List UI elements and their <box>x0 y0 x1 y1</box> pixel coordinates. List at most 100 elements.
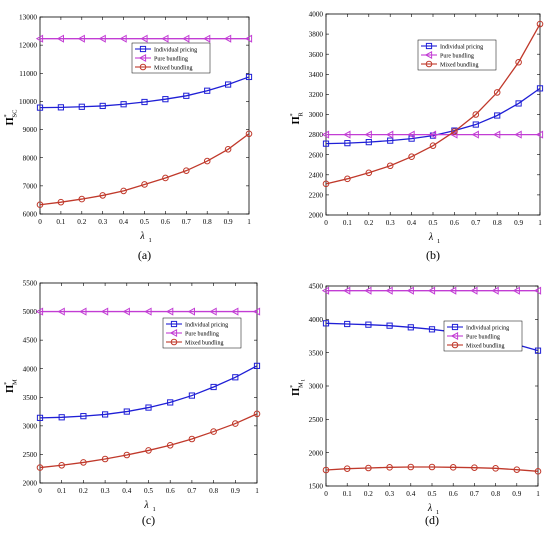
data-point <box>515 58 522 66</box>
data-point <box>344 140 351 147</box>
data-point <box>119 34 127 43</box>
series-individual-pricing <box>36 73 253 111</box>
x-tick-label: 0.5 <box>140 218 149 226</box>
x-tick-label: 0 <box>38 487 42 495</box>
data-point <box>343 465 351 472</box>
x-tick-label: 0.4 <box>122 487 131 495</box>
y-axis-label-superscript: * <box>3 382 10 385</box>
data-point <box>183 92 190 99</box>
data-point <box>224 145 232 153</box>
data-point <box>342 286 351 295</box>
x-axis-label: λ <box>428 232 434 243</box>
y-axis-label-superscript: * <box>3 114 10 117</box>
data-point <box>244 34 253 43</box>
legend-marker <box>425 60 433 68</box>
y-tick-label: 12000 <box>19 42 37 50</box>
series-line <box>325 466 539 472</box>
x-tick-label: 0.8 <box>203 218 212 226</box>
series-pure-bundling <box>35 34 253 43</box>
y-axis-label: Π* M <box>3 379 19 393</box>
data-point <box>344 175 351 183</box>
y-axis-label-symbol: Π <box>5 385 16 393</box>
x-tick-label: 0.8 <box>209 487 218 495</box>
x-tick-label: 1 <box>247 218 251 226</box>
y-axis-label-symbol: Π <box>291 116 302 124</box>
data-point <box>385 130 394 139</box>
x-tick-label: 0.3 <box>98 218 107 226</box>
legend-marker <box>424 50 433 60</box>
x-tick-label: 0.4 <box>406 490 415 498</box>
y-axis-label-subscript: R <box>298 112 305 117</box>
x-tick-label: 0.7 <box>470 490 479 498</box>
y-tick-label: 3000 <box>309 383 324 391</box>
x-tick-label: 0.5 <box>428 490 437 498</box>
y-tick-label: 3500 <box>23 394 38 402</box>
data-point <box>141 181 148 188</box>
legend-label: Individual pricing <box>466 325 509 331</box>
x-tick-label: 0.3 <box>385 490 394 498</box>
data-point <box>407 130 415 139</box>
chart-panel: 2000 2500 3000 3500 4000 4500 5000 5500 0 0.1 0.2 0… <box>3 280 261 527</box>
y-tick-label: 3500 <box>309 349 324 357</box>
panel-label: (d) <box>425 513 439 527</box>
y-tick-label: 3000 <box>23 422 38 430</box>
x-tick-label: 0.9 <box>512 490 521 498</box>
data-point <box>534 347 542 354</box>
data-point <box>36 464 44 471</box>
chart-panel: 1500 2000 2500 3000 3500 4000 4500 0 0.1 0.2 0.3 0.… <box>289 283 542 527</box>
y-axis-label-subscript: SC <box>12 110 19 118</box>
data-point <box>321 130 330 139</box>
x-tick-label: 0.2 <box>364 490 373 498</box>
data-point <box>35 34 44 43</box>
data-point <box>448 286 457 295</box>
data-point <box>202 34 211 43</box>
data-point <box>57 104 64 111</box>
data-point <box>231 307 239 316</box>
data-point <box>123 451 131 459</box>
legend-label: Mixed bundling <box>185 340 224 346</box>
series-line <box>39 133 250 206</box>
data-point <box>99 192 106 199</box>
data-point <box>471 130 479 139</box>
legend-marker <box>169 328 178 338</box>
data-point <box>322 466 330 474</box>
y-tick-label: 2000 <box>309 212 324 220</box>
data-point <box>187 307 195 316</box>
data-point <box>204 87 211 94</box>
x-tick-label: 0.2 <box>364 219 373 227</box>
series-line <box>39 76 250 109</box>
data-point <box>210 428 217 435</box>
y-tick-label: 1500 <box>309 483 324 491</box>
x-tick-label: 1 <box>255 487 259 495</box>
x-tick-label: 0.4 <box>407 219 416 227</box>
legend-label: Mixed bundling <box>440 62 479 68</box>
chart-panel: 6000 7000 8000 9000 10000 11000 12000 13000 0 0.1… <box>3 14 253 262</box>
data-point <box>101 455 109 463</box>
data-point <box>252 307 261 316</box>
y-tick-label: 2000 <box>23 480 38 488</box>
data-point <box>203 157 211 165</box>
data-point <box>80 413 87 420</box>
legend-label: Pure bundling <box>185 331 219 337</box>
data-point <box>140 34 148 43</box>
series-mixed-bundling <box>36 410 261 471</box>
data-point <box>100 307 109 316</box>
series-mixed-bundling <box>322 20 544 188</box>
y-tick-label: 2000 <box>309 449 324 457</box>
data-point <box>364 286 372 295</box>
data-point <box>145 447 152 454</box>
data-point <box>253 410 261 418</box>
data-point <box>512 286 520 295</box>
data-point <box>183 167 190 174</box>
data-point <box>166 441 174 449</box>
data-point <box>56 34 64 43</box>
data-point <box>428 130 437 139</box>
data-point <box>386 162 394 170</box>
x-tick-label: 0.9 <box>231 487 240 495</box>
data-point <box>472 111 480 118</box>
data-point <box>407 324 414 331</box>
y-tick-label: 2200 <box>309 192 324 200</box>
data-point <box>209 307 217 316</box>
y-tick-label: 4000 <box>23 365 38 373</box>
data-point <box>77 34 85 43</box>
